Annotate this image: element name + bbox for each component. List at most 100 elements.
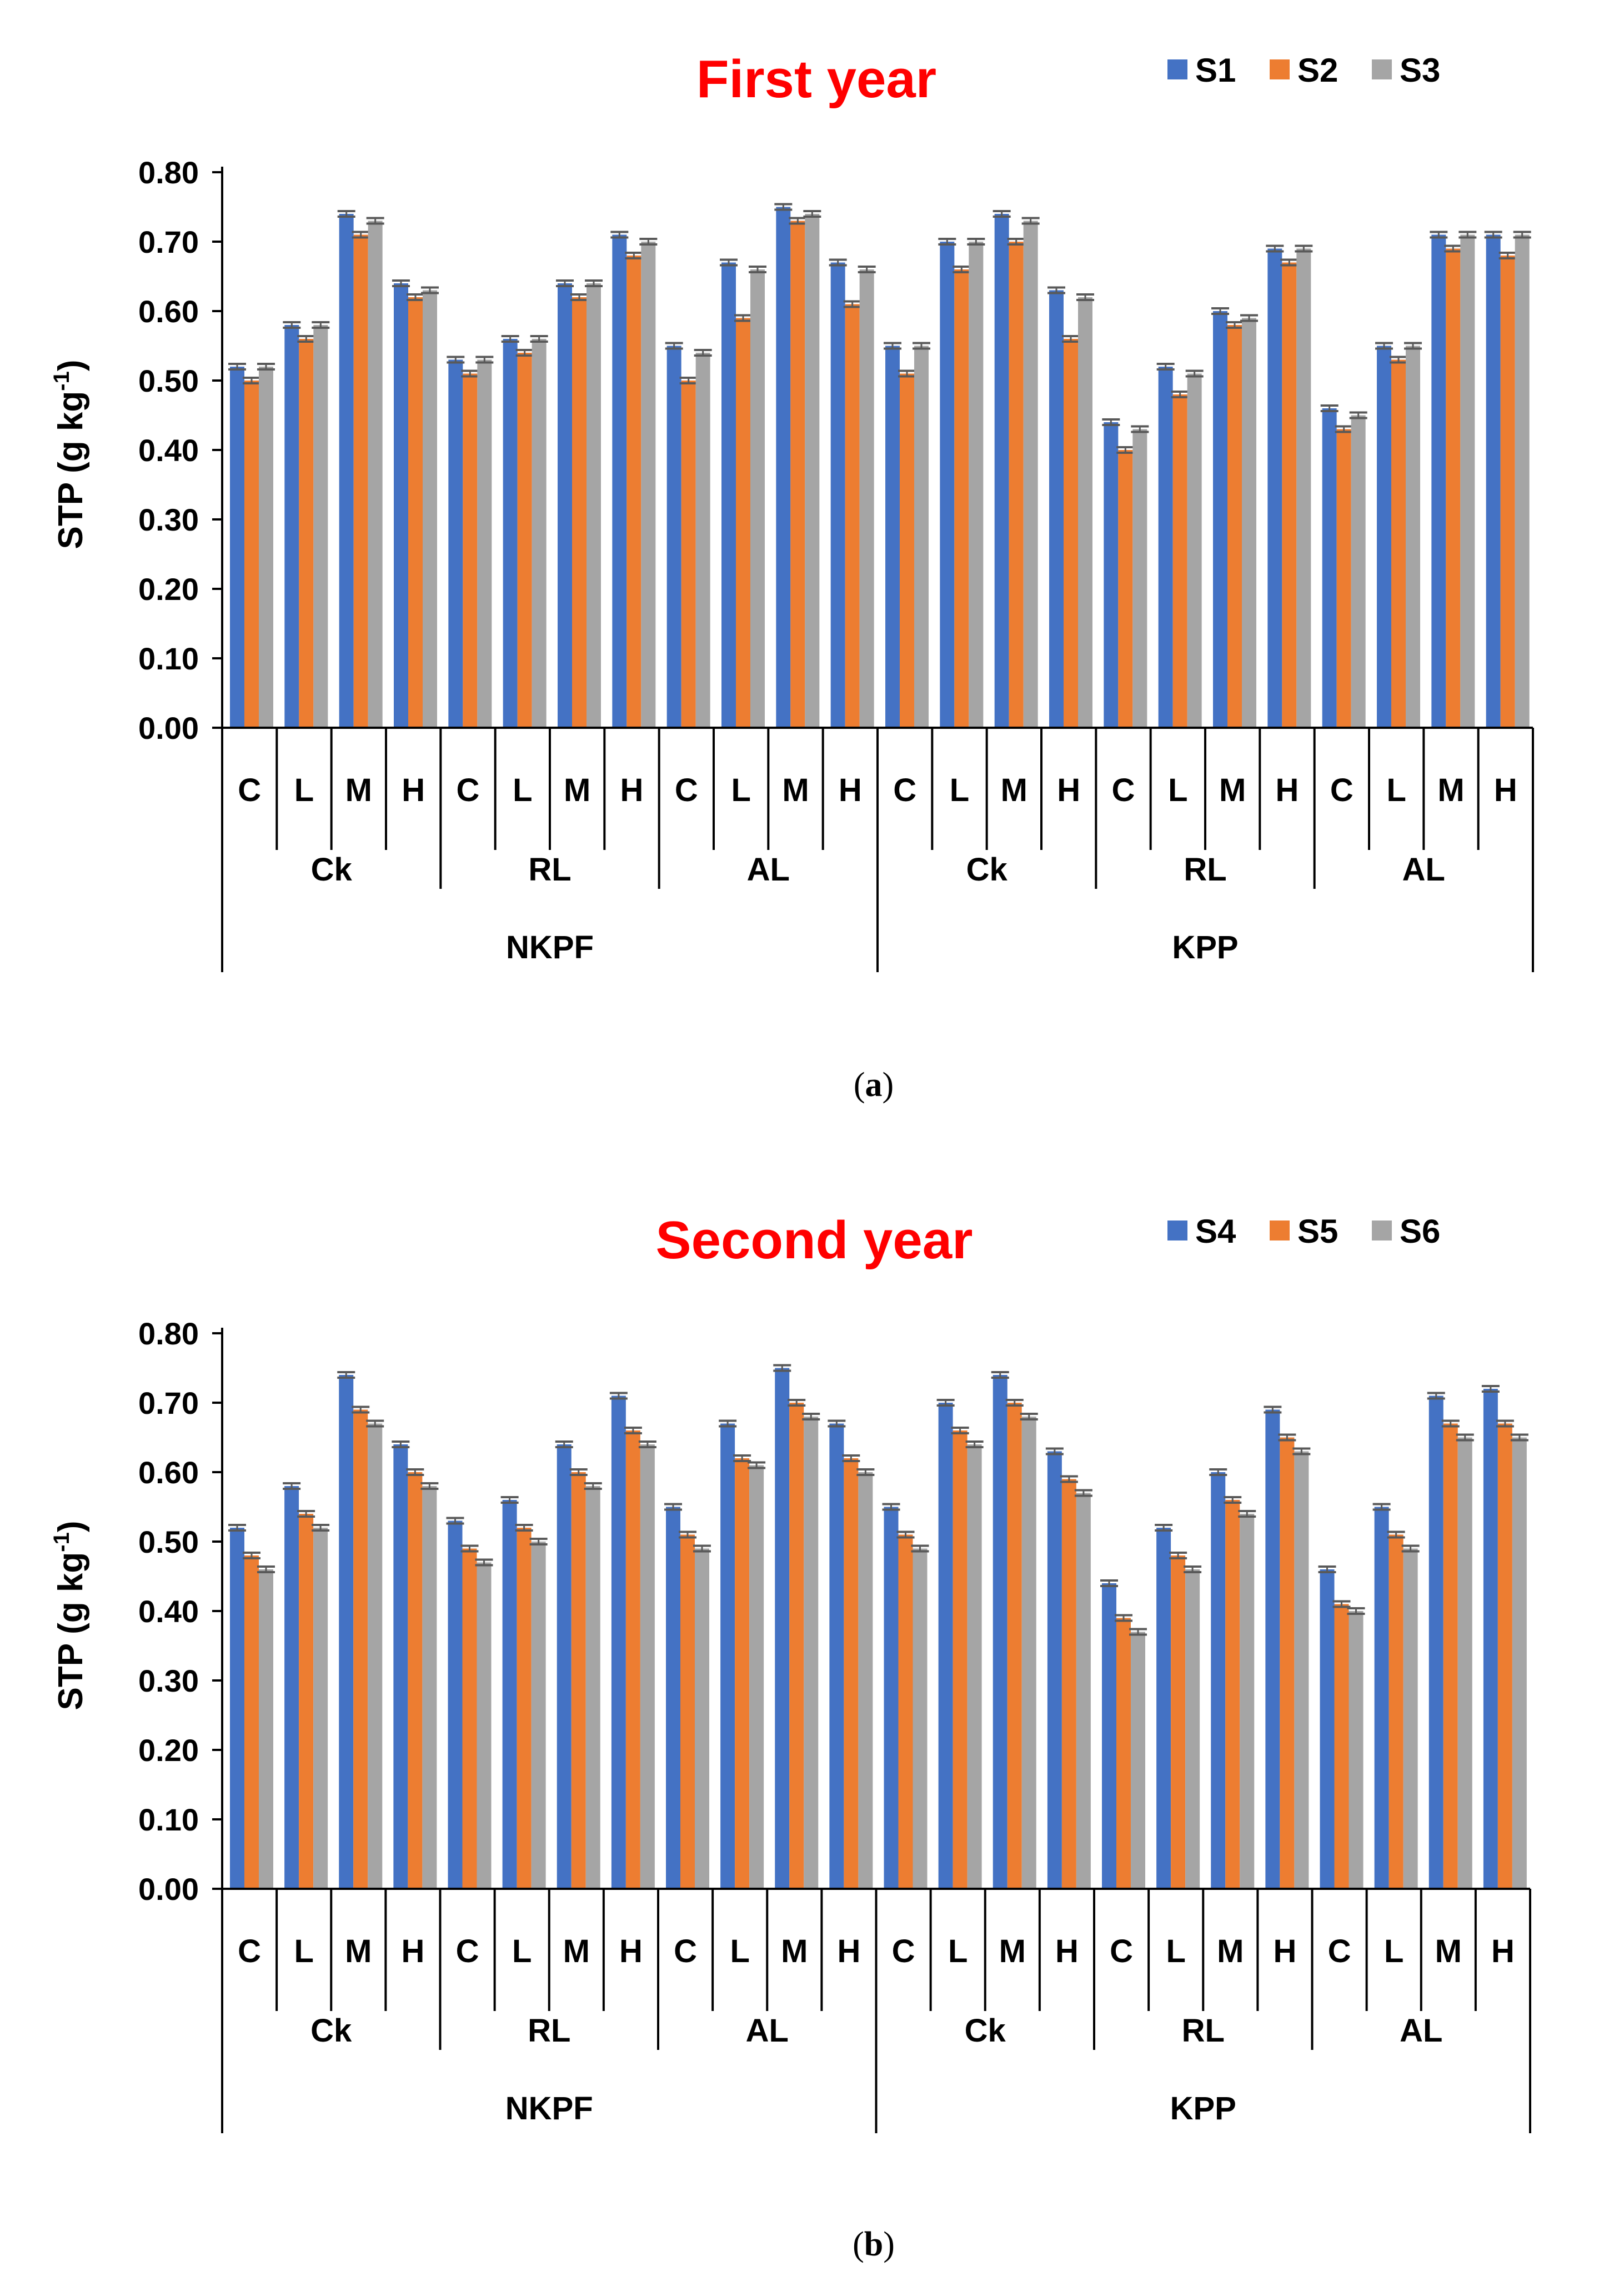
- group-label: RL: [1182, 2013, 1225, 2049]
- y-tick-label: 0.00: [138, 711, 199, 746]
- chart-title: First year: [696, 49, 936, 109]
- bar-s2: [1391, 359, 1406, 728]
- y-axis-title: STP (g kg-1): [49, 359, 90, 549]
- bar-s5: [1334, 1604, 1349, 1889]
- bar-s4: [666, 1507, 680, 1889]
- y-tick-label: 0.10: [138, 1802, 199, 1837]
- bar-s6: [1349, 1611, 1364, 1889]
- y-tick-label: 0.30: [138, 502, 199, 537]
- bar-s2: [900, 373, 914, 728]
- category-labels: C L M H C L M H C L M H C L M H C L M H C L M HCk RL AL Ck RL ALNKPF…: [238, 772, 1517, 966]
- x-tick-label: M: [345, 1933, 372, 1969]
- bar-s3: [1296, 248, 1311, 728]
- group-label: Ck: [965, 2013, 1006, 2049]
- y-tick-label: 0.40: [138, 1594, 199, 1629]
- x-tick-label: M: [1217, 1933, 1244, 1969]
- group-label: AL: [746, 2013, 789, 2049]
- group-label: Ck: [966, 852, 1008, 888]
- bar-s1: [1377, 346, 1391, 728]
- bar-s4: [1428, 1395, 1443, 1889]
- bar-s4: [1320, 1569, 1335, 1889]
- legend-label-s5: S5: [1297, 1213, 1338, 1250]
- bar-s1: [558, 283, 572, 728]
- bar-s4: [993, 1375, 1007, 1889]
- legend-swatch-s6: [1372, 1220, 1392, 1240]
- bar-s2: [1064, 339, 1078, 728]
- bar-s3: [914, 346, 929, 728]
- bar-s3: [805, 214, 820, 728]
- bar-s6: [1240, 1514, 1255, 1889]
- bar-s6: [1457, 1437, 1472, 1889]
- bars: [228, 1364, 1528, 1889]
- bar-s5: [953, 1430, 968, 1889]
- bar-s1: [885, 346, 900, 728]
- bar-s4: [775, 1368, 790, 1889]
- caption: (a): [854, 1066, 894, 1104]
- bar-s4: [393, 1444, 408, 1889]
- bar-s3: [1078, 297, 1092, 728]
- x-tick-label: M: [999, 1933, 1026, 1969]
- legend-label-s1: S1: [1195, 52, 1236, 89]
- bar-s2: [1282, 262, 1297, 728]
- x-tick-label: C: [1110, 1933, 1133, 1969]
- bar-s3: [1187, 373, 1202, 728]
- chart-title: Second year: [656, 1210, 973, 1270]
- bar-s6: [695, 1548, 709, 1889]
- y-tick-label: 0.20: [138, 1733, 199, 1768]
- legend-swatch-s3: [1372, 59, 1392, 79]
- bar-s5: [1497, 1423, 1512, 1889]
- supergroup-label: KPP: [1170, 2090, 1236, 2127]
- bar-s2: [626, 256, 641, 728]
- bar-s4: [1047, 1451, 1062, 1889]
- bar-s4: [557, 1444, 572, 1889]
- y-tick-label: 0.50: [138, 363, 199, 398]
- y-tick-label: 0.60: [138, 294, 199, 329]
- bar-s4: [1211, 1472, 1226, 1889]
- bar-s1: [1322, 408, 1337, 728]
- bar-s6: [585, 1486, 600, 1889]
- bar-s3: [1351, 415, 1366, 728]
- bar-s2: [845, 304, 860, 728]
- x-tick-label: C: [675, 772, 698, 808]
- bar-s6: [368, 1423, 383, 1889]
- bar-s6: [422, 1486, 437, 1889]
- bar-s5: [408, 1472, 423, 1889]
- x-tick-label: H: [402, 772, 425, 808]
- bar-s3: [532, 339, 547, 728]
- bar-s3: [587, 283, 601, 728]
- bar-s5: [244, 1555, 259, 1889]
- bar-s3: [1023, 221, 1038, 728]
- bar-s2: [1009, 242, 1024, 728]
- x-tick-label: L: [731, 772, 750, 808]
- legend: S4 S5 S6: [1167, 1213, 1440, 1250]
- group-label: RL: [528, 852, 571, 888]
- y-tick-label: 0.80: [138, 155, 199, 190]
- bar-s6: [640, 1444, 655, 1889]
- bar-s5: [462, 1548, 477, 1889]
- y-tick-label: 0.50: [138, 1524, 199, 1559]
- x-tick-label: C: [456, 1933, 479, 1969]
- bar-s5: [1389, 1534, 1404, 1889]
- bar-s1: [1104, 422, 1119, 728]
- bar-s3: [368, 221, 383, 728]
- bar-s4: [720, 1423, 735, 1889]
- bar-s4: [1102, 1583, 1116, 1889]
- bar-s4: [938, 1403, 953, 1889]
- bar-s6: [1512, 1437, 1527, 1889]
- x-tick-label: C: [1330, 772, 1354, 808]
- axes: [212, 1328, 1531, 2133]
- bar-s6: [1185, 1569, 1200, 1889]
- bar-s2: [790, 221, 805, 728]
- bar-s1: [666, 346, 681, 728]
- y-tick-label: 0.20: [138, 572, 199, 607]
- group-label: RL: [528, 2013, 570, 2049]
- bar-s5: [625, 1430, 640, 1889]
- bar-s3: [641, 242, 656, 728]
- x-tick-label: M: [781, 1933, 808, 1969]
- y-tick-label: 0.80: [138, 1316, 199, 1351]
- bar-s3: [423, 290, 437, 728]
- x-tick-label: C: [1328, 1933, 1351, 1969]
- bar-s4: [284, 1486, 299, 1889]
- category-labels: C L M H C L M H C L M H C L M H C L M H C L M HCk RL AL Ck RL ALNKPF…: [238, 1933, 1515, 2127]
